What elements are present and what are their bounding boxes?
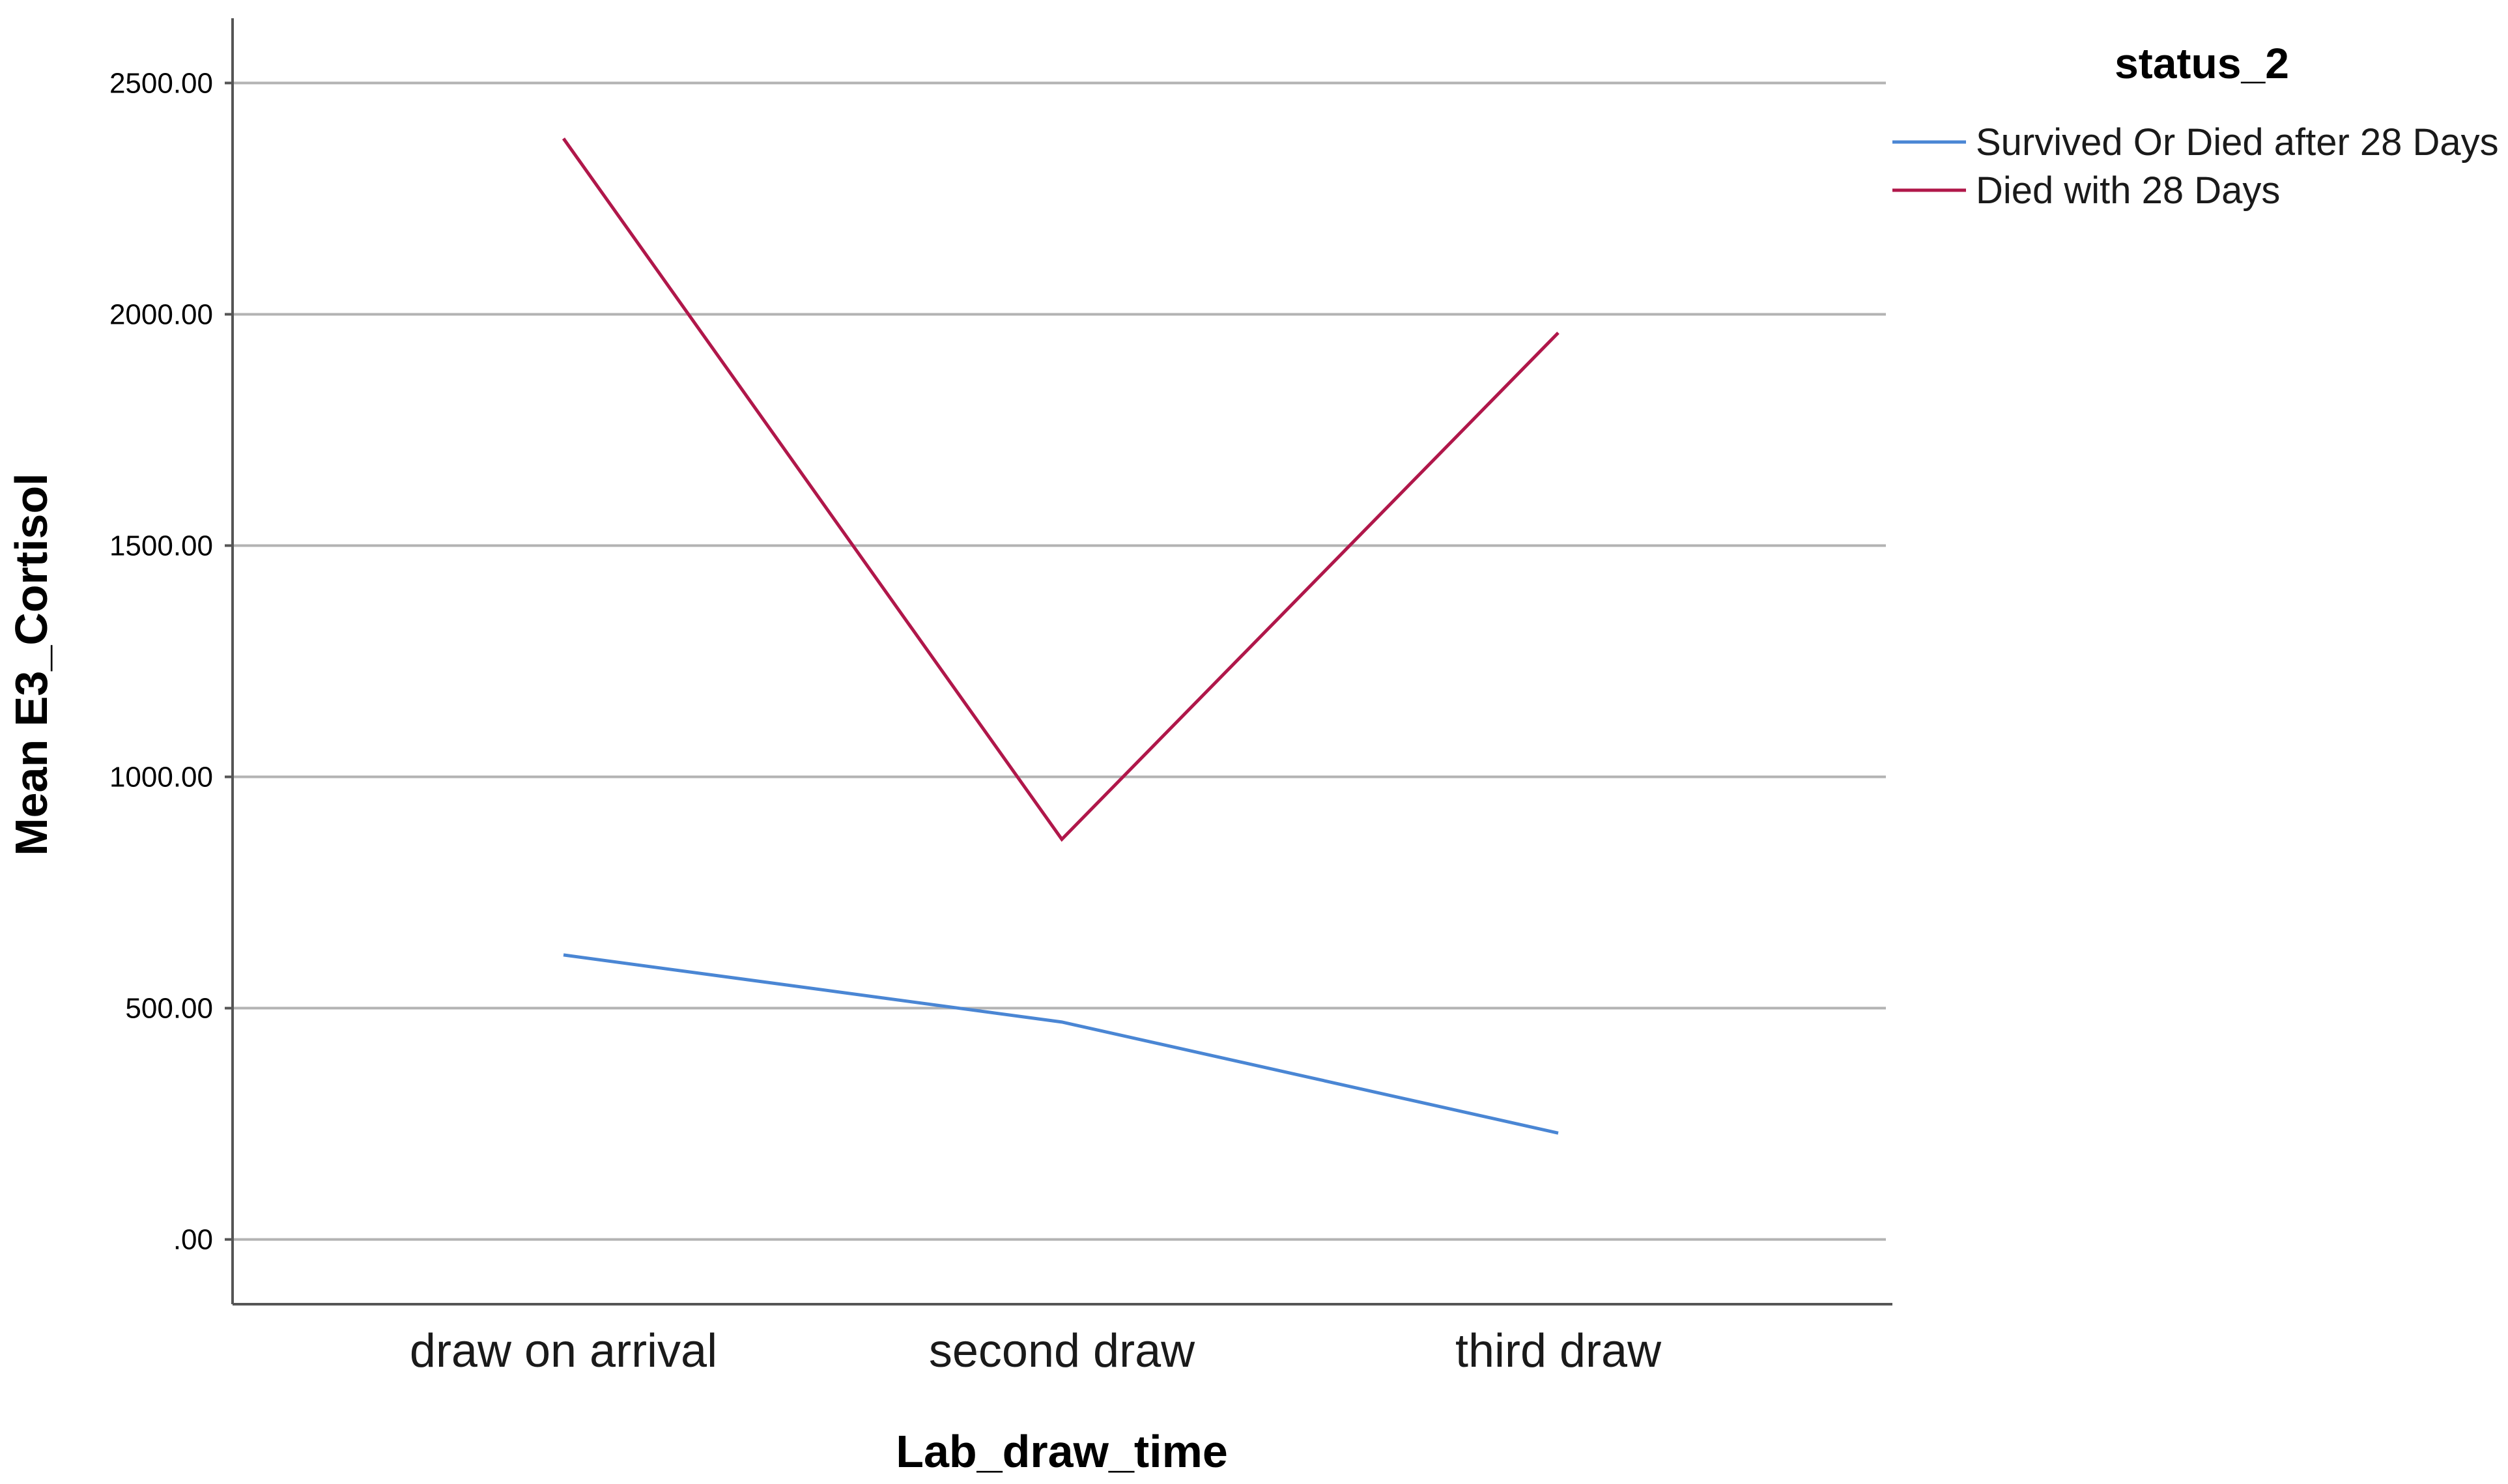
x-tick-label: second draw (929, 1325, 1195, 1377)
legend: status_2 Survived Or Died after 28 Days D… (1892, 39, 2499, 212)
series-line (562, 137, 1560, 842)
legend-title: status_2 (2115, 39, 2289, 87)
series-line (563, 953, 1559, 1135)
y-tick-label: 2000.00 (109, 298, 213, 330)
x-axis-title: Lab_draw_time (896, 1426, 1228, 1477)
legend-items: Survived Or Died after 28 Days Died with … (1892, 121, 2499, 212)
y-tick-label: .00 (173, 1224, 213, 1256)
y-tick-label: 1500.00 (109, 530, 213, 562)
y-tick-label: 1000.00 (109, 762, 213, 793)
y-axis-title: Mean E3_Cortisol (6, 473, 57, 855)
y-tick-label: 500.00 (125, 993, 213, 1025)
x-tick-label: third draw (1455, 1325, 1662, 1377)
x-tick-label: draw on arrival (410, 1325, 717, 1377)
y-tick-label: 2500.00 (109, 67, 213, 99)
legend-label: Died with 28 Days (1976, 169, 2280, 212)
x-tick-labels: draw on arrival second draw third draw (410, 1325, 1662, 1377)
axes (231, 18, 1892, 1306)
y-tick-labels: .00 500.00 1000.00 1500.00 2000.00 2500.00 (109, 67, 233, 1256)
legend-label: Survived Or Died after 28 Days (1976, 121, 2499, 164)
series-lines (562, 137, 1560, 1135)
gridlines (233, 81, 1886, 1241)
